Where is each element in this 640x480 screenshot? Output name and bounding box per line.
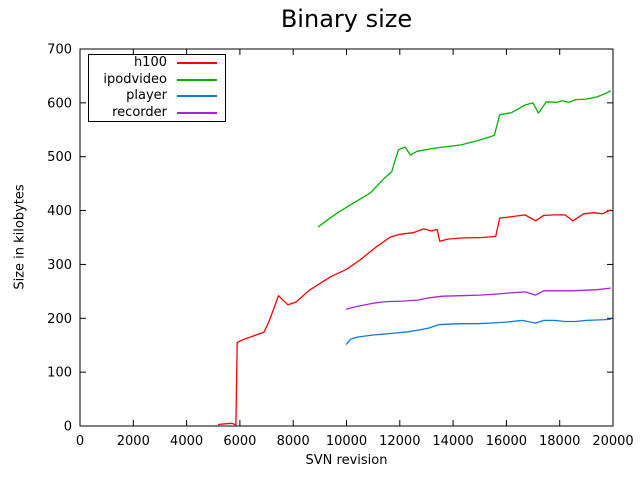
legend-line-sample <box>177 78 217 81</box>
legend-label: player <box>126 88 167 104</box>
x-tick-label: 18000 <box>539 434 580 449</box>
x-tick-label: 4000 <box>170 434 203 449</box>
y-tick-label: 600 <box>47 96 72 111</box>
y-tick-label: 400 <box>47 204 72 219</box>
x-tick-label: 2000 <box>117 434 150 449</box>
series-line-player <box>345 318 611 345</box>
y-tick-label: 700 <box>47 43 72 58</box>
legend-line-sample <box>177 111 217 114</box>
series-line-ipodvideo <box>317 90 611 228</box>
y-tick-label: 0 <box>64 420 72 435</box>
x-tick-label: 10000 <box>326 434 367 449</box>
y-tick-label: 500 <box>47 150 72 165</box>
legend-item-recorder: recorder <box>89 105 225 122</box>
legend-line-sample <box>177 95 217 98</box>
x-tick-label: 8000 <box>277 434 310 449</box>
legend-label: h100 <box>133 55 167 71</box>
x-tick-label: 14000 <box>432 434 473 449</box>
legend-item-ipodvideo: ipodvideo <box>89 72 225 89</box>
y-tick-label: 200 <box>47 312 72 327</box>
legend-item-h100: h100 <box>89 55 225 72</box>
x-tick-label: 6000 <box>223 434 256 449</box>
x-axis-title: SVN revision <box>305 453 388 468</box>
legend-label: recorder <box>112 104 167 120</box>
y-tick-label: 100 <box>47 366 72 381</box>
chart-title: Binary size <box>280 5 413 33</box>
x-tick-label: 16000 <box>486 434 527 449</box>
series-line-h100 <box>217 209 611 426</box>
series-line-recorder <box>345 287 611 310</box>
legend-line-sample <box>177 62 217 65</box>
legend-item-player: player <box>89 88 225 105</box>
x-tick-label: 12000 <box>379 434 420 449</box>
x-tick-label: 20000 <box>592 434 633 449</box>
x-tick-label: 0 <box>76 434 84 449</box>
legend: h100 ipodvideo player recorder <box>88 54 226 122</box>
legend-label: ipodvideo <box>103 71 167 87</box>
y-tick-label: 300 <box>47 258 72 273</box>
